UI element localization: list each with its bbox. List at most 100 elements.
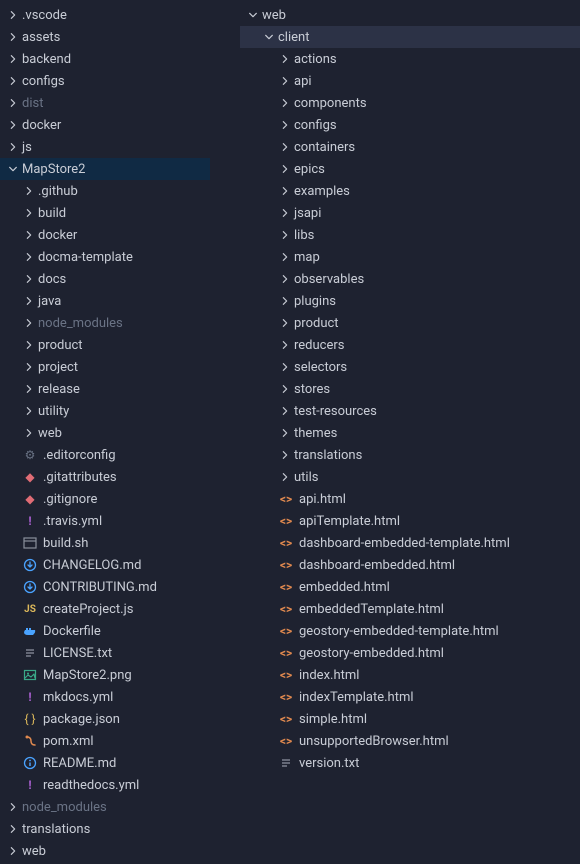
chevron-right-icon xyxy=(6,8,20,22)
file-item[interactable]: !mkdocs.yml xyxy=(0,686,210,708)
chevron-right-icon xyxy=(278,426,292,440)
item-label: MapStore2 xyxy=(22,162,85,177)
folder-item[interactable]: java xyxy=(0,290,210,312)
item-label: embeddedTemplate.html xyxy=(299,602,444,617)
file-item[interactable]: CONTRIBUTING.md xyxy=(0,576,210,598)
file-item[interactable]: <>unsupportedBrowser.html xyxy=(240,730,580,752)
folder-item[interactable]: node_modules xyxy=(0,312,210,334)
chevron-right-icon xyxy=(22,360,36,374)
explorer-left-pane: .vscodeassetsbackendconfigsdistdockerjsM… xyxy=(0,0,210,864)
file-item[interactable]: !readthedocs.yml xyxy=(0,774,210,796)
folder-item[interactable]: map xyxy=(240,246,580,268)
file-item[interactable]: <>embedded.html xyxy=(240,576,580,598)
folder-item[interactable]: examples xyxy=(240,180,580,202)
item-label: Dockerfile xyxy=(43,624,101,639)
file-item[interactable]: ⚙.editorconfig xyxy=(0,444,210,466)
docker-icon xyxy=(22,623,38,639)
item-label: backend xyxy=(22,52,71,67)
folder-item[interactable]: plugins xyxy=(240,290,580,312)
folder-item[interactable]: configs xyxy=(240,114,580,136)
folder-item[interactable]: configs xyxy=(0,70,210,92)
item-label: .editorconfig xyxy=(43,448,116,463)
folder-item[interactable]: jsapi xyxy=(240,202,580,224)
folder-item[interactable]: MapStore2 xyxy=(0,158,210,180)
item-label: selectors xyxy=(294,360,347,375)
folder-item[interactable]: assets xyxy=(0,26,210,48)
file-item[interactable]: <>geostory-embedded-template.html xyxy=(240,620,580,642)
file-item[interactable]: <>api.html xyxy=(240,488,580,510)
yml-icon: ! xyxy=(22,513,38,529)
file-item[interactable]: <>indexTemplate.html xyxy=(240,686,580,708)
file-item[interactable]: MapStore2.png xyxy=(0,664,210,686)
item-label: embedded.html xyxy=(299,580,390,595)
folder-item[interactable]: release xyxy=(0,378,210,400)
folder-item[interactable]: utility xyxy=(0,400,210,422)
folder-item[interactable]: test-resources xyxy=(240,400,580,422)
chevron-right-icon xyxy=(278,360,292,374)
file-item[interactable]: <>apiTemplate.html xyxy=(240,510,580,532)
file-item[interactable]: <>geostory-embedded.html xyxy=(240,642,580,664)
folder-item[interactable]: observables xyxy=(240,268,580,290)
folder-item[interactable]: docs xyxy=(0,268,210,290)
file-item[interactable]: version.txt xyxy=(240,752,580,774)
item-label: assets xyxy=(22,30,60,45)
file-item[interactable]: ◆.gitattributes xyxy=(0,466,210,488)
folder-item[interactable]: utils xyxy=(240,466,580,488)
folder-item[interactable]: libs xyxy=(240,224,580,246)
folder-item[interactable]: docma-template xyxy=(0,246,210,268)
folder-item[interactable]: web xyxy=(0,840,210,862)
file-item[interactable]: pom.xml xyxy=(0,730,210,752)
folder-item[interactable]: themes xyxy=(240,422,580,444)
chevron-right-icon xyxy=(6,800,20,814)
folder-item[interactable]: docker xyxy=(0,224,210,246)
folder-item[interactable]: dist xyxy=(0,92,210,114)
file-item[interactable]: JScreateProject.js xyxy=(0,598,210,620)
folder-item[interactable]: build xyxy=(0,202,210,224)
item-label: product xyxy=(38,338,83,353)
file-item[interactable]: <>index.html xyxy=(240,664,580,686)
folder-item[interactable]: reducers xyxy=(240,334,580,356)
folder-item[interactable]: project xyxy=(0,356,210,378)
folder-item[interactable]: stores xyxy=(240,378,580,400)
file-item[interactable]: Dockerfile xyxy=(0,620,210,642)
file-item[interactable]: ◆.gitignore xyxy=(0,488,210,510)
item-label: docker xyxy=(38,228,77,243)
chevron-right-icon xyxy=(278,184,292,198)
folder-item[interactable]: translations xyxy=(0,818,210,840)
file-item[interactable]: { }package.json xyxy=(0,708,210,730)
folder-item[interactable]: product xyxy=(0,334,210,356)
folder-item[interactable]: backend xyxy=(0,48,210,70)
folder-item[interactable]: selectors xyxy=(240,356,580,378)
file-item[interactable]: <>dashboard-embedded-template.html xyxy=(240,532,580,554)
file-item[interactable]: <>simple.html xyxy=(240,708,580,730)
folder-item[interactable]: web xyxy=(240,4,580,26)
folder-item[interactable]: containers xyxy=(240,136,580,158)
file-item[interactable]: <>embeddedTemplate.html xyxy=(240,598,580,620)
file-item[interactable]: CHANGELOG.md xyxy=(0,554,210,576)
folder-item[interactable]: docker xyxy=(0,114,210,136)
chevron-right-icon xyxy=(22,338,36,352)
file-item[interactable]: README.md xyxy=(0,752,210,774)
folder-item[interactable]: .github xyxy=(0,180,210,202)
item-label: simple.html xyxy=(299,712,367,727)
folder-item[interactable]: client xyxy=(240,26,580,48)
folder-item[interactable]: components xyxy=(240,92,580,114)
file-item[interactable]: LICENSE.txt xyxy=(0,642,210,664)
item-label: api.html xyxy=(299,492,346,507)
folder-item[interactable]: api xyxy=(240,70,580,92)
folder-item[interactable]: js xyxy=(0,136,210,158)
file-item[interactable]: !.travis.yml xyxy=(0,510,210,532)
item-label: geostory-embedded-template.html xyxy=(299,624,499,639)
folder-item[interactable]: web xyxy=(0,422,210,444)
folder-item[interactable]: translations xyxy=(240,444,580,466)
folder-item[interactable]: product xyxy=(240,312,580,334)
folder-item[interactable]: .vscode xyxy=(0,4,210,26)
file-item[interactable]: build.sh xyxy=(0,532,210,554)
folder-item[interactable]: node_modules xyxy=(0,796,210,818)
folder-item[interactable]: actions xyxy=(240,48,580,70)
txt-icon xyxy=(278,755,294,771)
item-label: README.md xyxy=(43,756,116,771)
file-item[interactable]: <>dashboard-embedded.html xyxy=(240,554,580,576)
item-label: plugins xyxy=(294,294,336,309)
folder-item[interactable]: epics xyxy=(240,158,580,180)
